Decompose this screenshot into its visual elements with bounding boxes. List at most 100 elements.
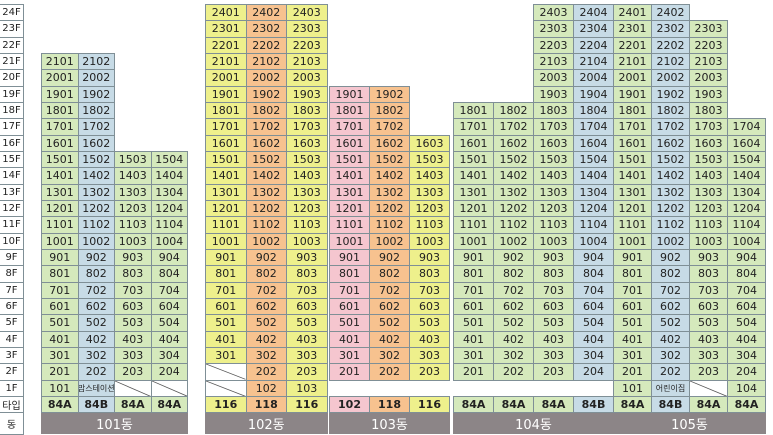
unit-cell: 804 xyxy=(727,265,766,283)
unit-cell: 1502 xyxy=(369,150,410,169)
unit-cell: 704 xyxy=(727,281,766,299)
unit-cell: 104 xyxy=(727,379,766,397)
unit-cell: 201 xyxy=(613,363,652,381)
unit-cell: 902 xyxy=(369,248,410,267)
unit-cell: 703 xyxy=(533,281,574,299)
unit-cell: 1404 xyxy=(727,167,766,185)
unit-cell: 1204 xyxy=(150,199,188,218)
unit-cell: 801 xyxy=(453,265,494,283)
unit-cell: 1603 xyxy=(689,134,728,152)
unit-cell: 1201 xyxy=(613,199,652,218)
unit-cell: 402 xyxy=(369,330,410,348)
unit-cell: 802 xyxy=(651,265,690,283)
unit-cell: 502 xyxy=(493,314,534,332)
unit-cell: 503 xyxy=(409,314,450,332)
unit-cell: 301 xyxy=(329,346,370,365)
unit-cell: 802 xyxy=(493,265,534,283)
unit-cell: 1101 xyxy=(205,216,247,234)
unit-cell: 402 xyxy=(245,330,287,348)
unit-cell: 2303 xyxy=(533,20,574,38)
unit-cell: 702 xyxy=(77,281,115,299)
unit-type-cell: 118 xyxy=(245,395,287,414)
unit-cell: 601 xyxy=(205,297,247,316)
unit-cell: 803 xyxy=(286,265,328,283)
unit-cell: 1001 xyxy=(613,232,652,250)
unit-cell: 301 xyxy=(205,346,247,365)
unavailable-unit xyxy=(114,379,152,397)
unit-type-cell: 84A xyxy=(689,395,728,414)
unit-cell: 2102 xyxy=(245,52,287,71)
unit-cell: 1204 xyxy=(727,199,766,218)
unit-cell: 1101 xyxy=(329,216,370,234)
unit-cell: 903 xyxy=(533,248,574,267)
unit-cell: 2004 xyxy=(573,69,614,87)
unit-cell: 804 xyxy=(150,265,188,283)
floor-label: 5F xyxy=(0,314,24,332)
unit-cell: 803 xyxy=(409,265,450,283)
unit-cell: 904 xyxy=(727,248,766,267)
floor-label: 6F xyxy=(0,297,24,316)
unit-cell: 802 xyxy=(369,265,410,283)
unit-cell: 2201 xyxy=(205,36,247,54)
unit-cell: 1803 xyxy=(533,101,574,120)
unit-cell: 802 xyxy=(77,265,115,283)
unit-type-cell: 84B xyxy=(651,395,690,414)
unit-cell: 1703 xyxy=(689,118,728,136)
unit-cell: 1802 xyxy=(369,101,410,120)
unit-cell: 601 xyxy=(329,297,370,316)
unit-cell: 2104 xyxy=(573,52,614,71)
unit-cell: 801 xyxy=(205,265,247,283)
unit-cell: 1002 xyxy=(77,232,115,250)
unit-cell: 2404 xyxy=(573,4,614,22)
unit-cell: 501 xyxy=(41,314,79,332)
unit-cell: 703 xyxy=(689,281,728,299)
unit-cell: 2002 xyxy=(77,69,115,87)
unit-type-cell: 116 xyxy=(286,395,328,414)
unit-cell: 1201 xyxy=(329,199,370,218)
unit-cell: 902 xyxy=(245,248,287,267)
unit-cell: 902 xyxy=(493,248,534,267)
unit-cell: 602 xyxy=(493,297,534,316)
unit-cell: 1802 xyxy=(493,101,534,120)
hatch-icon xyxy=(690,380,727,396)
unit-cell: 1902 xyxy=(77,85,115,103)
unit-cell: 501 xyxy=(205,314,247,332)
unit-cell: 1101 xyxy=(453,216,494,234)
unit-cell: 602 xyxy=(369,297,410,316)
unit-cell: 402 xyxy=(493,330,534,348)
unit-cell: 302 xyxy=(493,346,534,365)
unit-cell: 703 xyxy=(409,281,450,299)
unit-cell: 1201 xyxy=(453,199,494,218)
unit-cell: 302 xyxy=(651,346,690,365)
unit-cell: 1301 xyxy=(613,183,652,201)
floor-label: 19F xyxy=(0,85,24,103)
unit-cell: 1002 xyxy=(651,232,690,250)
unit-cell: 1503 xyxy=(409,150,450,169)
unit-cell: 1602 xyxy=(245,134,287,152)
unit-cell: 801 xyxy=(41,265,79,283)
unit-cell: 1402 xyxy=(651,167,690,185)
unit-cell: 302 xyxy=(369,346,410,365)
unit-cell: 1003 xyxy=(286,232,328,250)
unit-cell: 501 xyxy=(329,314,370,332)
type-row-label: 타입 xyxy=(0,395,24,414)
unit-cell: 2101 xyxy=(613,52,652,71)
unit-cell: 1202 xyxy=(651,199,690,218)
unit-cell: 1403 xyxy=(409,167,450,185)
unit-cell: 맘스테이션 xyxy=(77,379,115,397)
unavailable-unit xyxy=(689,379,728,397)
unit-cell: 604 xyxy=(150,297,188,316)
unit-cell: 1201 xyxy=(205,199,247,218)
unit-cell: 902 xyxy=(77,248,115,267)
unit-cell: 503 xyxy=(533,314,574,332)
unit-cell: 803 xyxy=(533,265,574,283)
unit-type-cell: 84A xyxy=(613,395,652,414)
unit-cell: 101 xyxy=(41,379,79,397)
unit-cell: 1601 xyxy=(205,134,247,152)
unavailable-unit xyxy=(205,363,247,381)
unit-cell: 2203 xyxy=(286,36,328,54)
unit-cell: 1602 xyxy=(369,134,410,152)
unit-cell: 203 xyxy=(533,363,574,381)
unit-cell: 504 xyxy=(150,314,188,332)
unit-type-cell: 118 xyxy=(369,395,410,414)
